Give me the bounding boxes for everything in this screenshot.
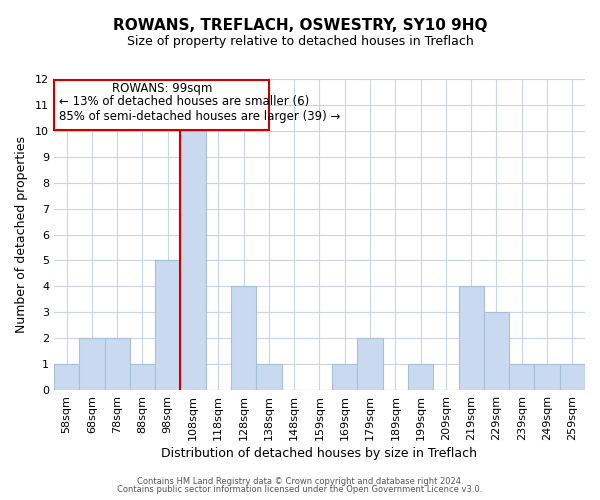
- Text: Size of property relative to detached houses in Treflach: Size of property relative to detached ho…: [127, 35, 473, 48]
- Bar: [332, 364, 358, 390]
- Bar: [54, 364, 79, 390]
- Bar: [458, 286, 484, 390]
- Bar: [509, 364, 535, 390]
- Bar: [535, 364, 560, 390]
- Bar: [130, 364, 155, 390]
- Y-axis label: Number of detached properties: Number of detached properties: [15, 136, 28, 333]
- Bar: [256, 364, 281, 390]
- Bar: [79, 338, 104, 390]
- Bar: [231, 286, 256, 390]
- Text: ROWANS, TREFLACH, OSWESTRY, SY10 9HQ: ROWANS, TREFLACH, OSWESTRY, SY10 9HQ: [113, 18, 487, 32]
- Text: ROWANS: 99sqm: ROWANS: 99sqm: [112, 82, 212, 95]
- Bar: [484, 312, 509, 390]
- Bar: [155, 260, 181, 390]
- Bar: [181, 131, 206, 390]
- Bar: [358, 338, 383, 390]
- Text: ← 13% of detached houses are smaller (6): ← 13% of detached houses are smaller (6): [59, 95, 310, 108]
- Bar: [408, 364, 433, 390]
- Bar: [560, 364, 585, 390]
- X-axis label: Distribution of detached houses by size in Treflach: Distribution of detached houses by size …: [161, 447, 478, 460]
- Text: Contains public sector information licensed under the Open Government Licence v3: Contains public sector information licen…: [118, 484, 482, 494]
- Bar: [104, 338, 130, 390]
- Text: Contains HM Land Registry data © Crown copyright and database right 2024.: Contains HM Land Registry data © Crown c…: [137, 477, 463, 486]
- Text: 85% of semi-detached houses are larger (39) →: 85% of semi-detached houses are larger (…: [59, 110, 341, 122]
- Bar: [55, 80, 269, 130]
